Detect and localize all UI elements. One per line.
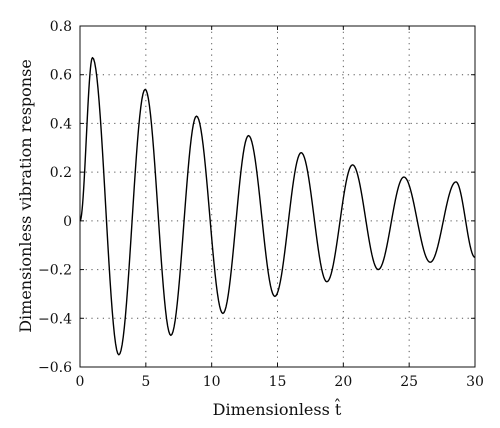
y-tick-label: 0.6	[50, 68, 72, 84]
x-tick-label: 0	[76, 374, 85, 390]
plot-frame	[79, 25, 476, 368]
x-tick-label: 25	[400, 374, 418, 390]
y-tick-label: 0	[63, 214, 72, 230]
x-tick-label: 15	[269, 374, 287, 390]
y-tick-label: 0.2	[50, 165, 72, 181]
x-tick-label: 5	[141, 374, 150, 390]
x-tick-label: 10	[203, 374, 221, 390]
y-tick-label: −0.6	[38, 360, 72, 376]
y-tick-label: 0.8	[50, 19, 72, 35]
x-axis-label: Dimensionless t̂	[213, 399, 342, 419]
x-tick-label: 20	[334, 374, 352, 390]
y-tick-label: −0.2	[38, 263, 72, 279]
tick-labels: 0 5 10 15 20 25 30 −0.6 −0.4 −0.2 0 0.2 0.4 0.6 0.8	[38, 19, 484, 390]
series-layer	[79, 56, 476, 356]
y-tick-label: 0.4	[50, 116, 72, 132]
y-tick-label: −0.4	[38, 311, 72, 327]
series-line-0	[79, 56, 476, 356]
axis-ticks	[79, 25, 476, 368]
grid	[80, 26, 475, 367]
y-axis-label: Dimensionless vibration response	[16, 59, 35, 333]
x-tick-label: 30	[466, 374, 484, 390]
